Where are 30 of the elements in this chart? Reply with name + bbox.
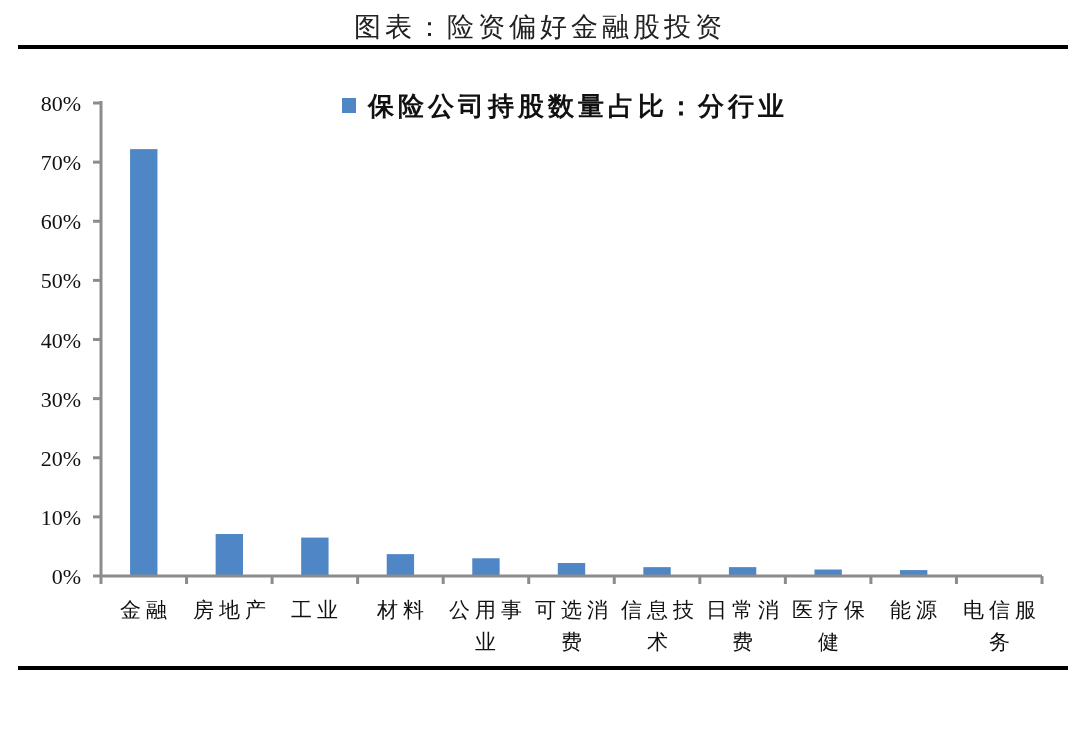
x-tick-label: 日常消费 bbox=[706, 598, 785, 654]
bar bbox=[814, 569, 842, 576]
x-tick-label: 房地产 bbox=[192, 598, 271, 622]
x-tick-label: 材料 bbox=[375, 598, 429, 622]
legend-label: 保险公司持股数量占比：分行业 bbox=[367, 92, 788, 121]
x-tick-label: 医疗保健 bbox=[791, 598, 870, 654]
x-tick-label: 金融 bbox=[120, 598, 173, 622]
x-tick-label: 工业 bbox=[291, 598, 344, 622]
bar bbox=[215, 534, 244, 576]
y-tick-label: 40% bbox=[40, 327, 81, 353]
bar bbox=[386, 554, 415, 576]
y-tick-label: 10% bbox=[40, 504, 81, 530]
y-tick-label: 70% bbox=[40, 150, 81, 176]
y-tick-label: 80% bbox=[40, 91, 81, 116]
bar bbox=[472, 558, 500, 576]
y-tick-label: 20% bbox=[40, 445, 81, 471]
bar bbox=[643, 567, 671, 576]
x-tick-label: 能源 bbox=[890, 598, 943, 622]
y-tick-label: 30% bbox=[40, 386, 81, 412]
bar bbox=[130, 149, 158, 576]
x-tick-label: 信息技术 bbox=[620, 598, 699, 654]
y-tick-label: 60% bbox=[40, 209, 81, 235]
x-tick-label: 公用事业 bbox=[449, 598, 528, 654]
bar bbox=[557, 562, 586, 576]
chart-title: 图表：险资偏好金融股投资 bbox=[354, 12, 726, 42]
bar bbox=[301, 537, 329, 576]
x-tick-label: 可选消费 bbox=[535, 598, 613, 654]
y-tick-label: 50% bbox=[40, 268, 81, 294]
y-tick-label: 0% bbox=[51, 564, 81, 589]
x-tick-label: 电信服务 bbox=[962, 598, 1041, 654]
